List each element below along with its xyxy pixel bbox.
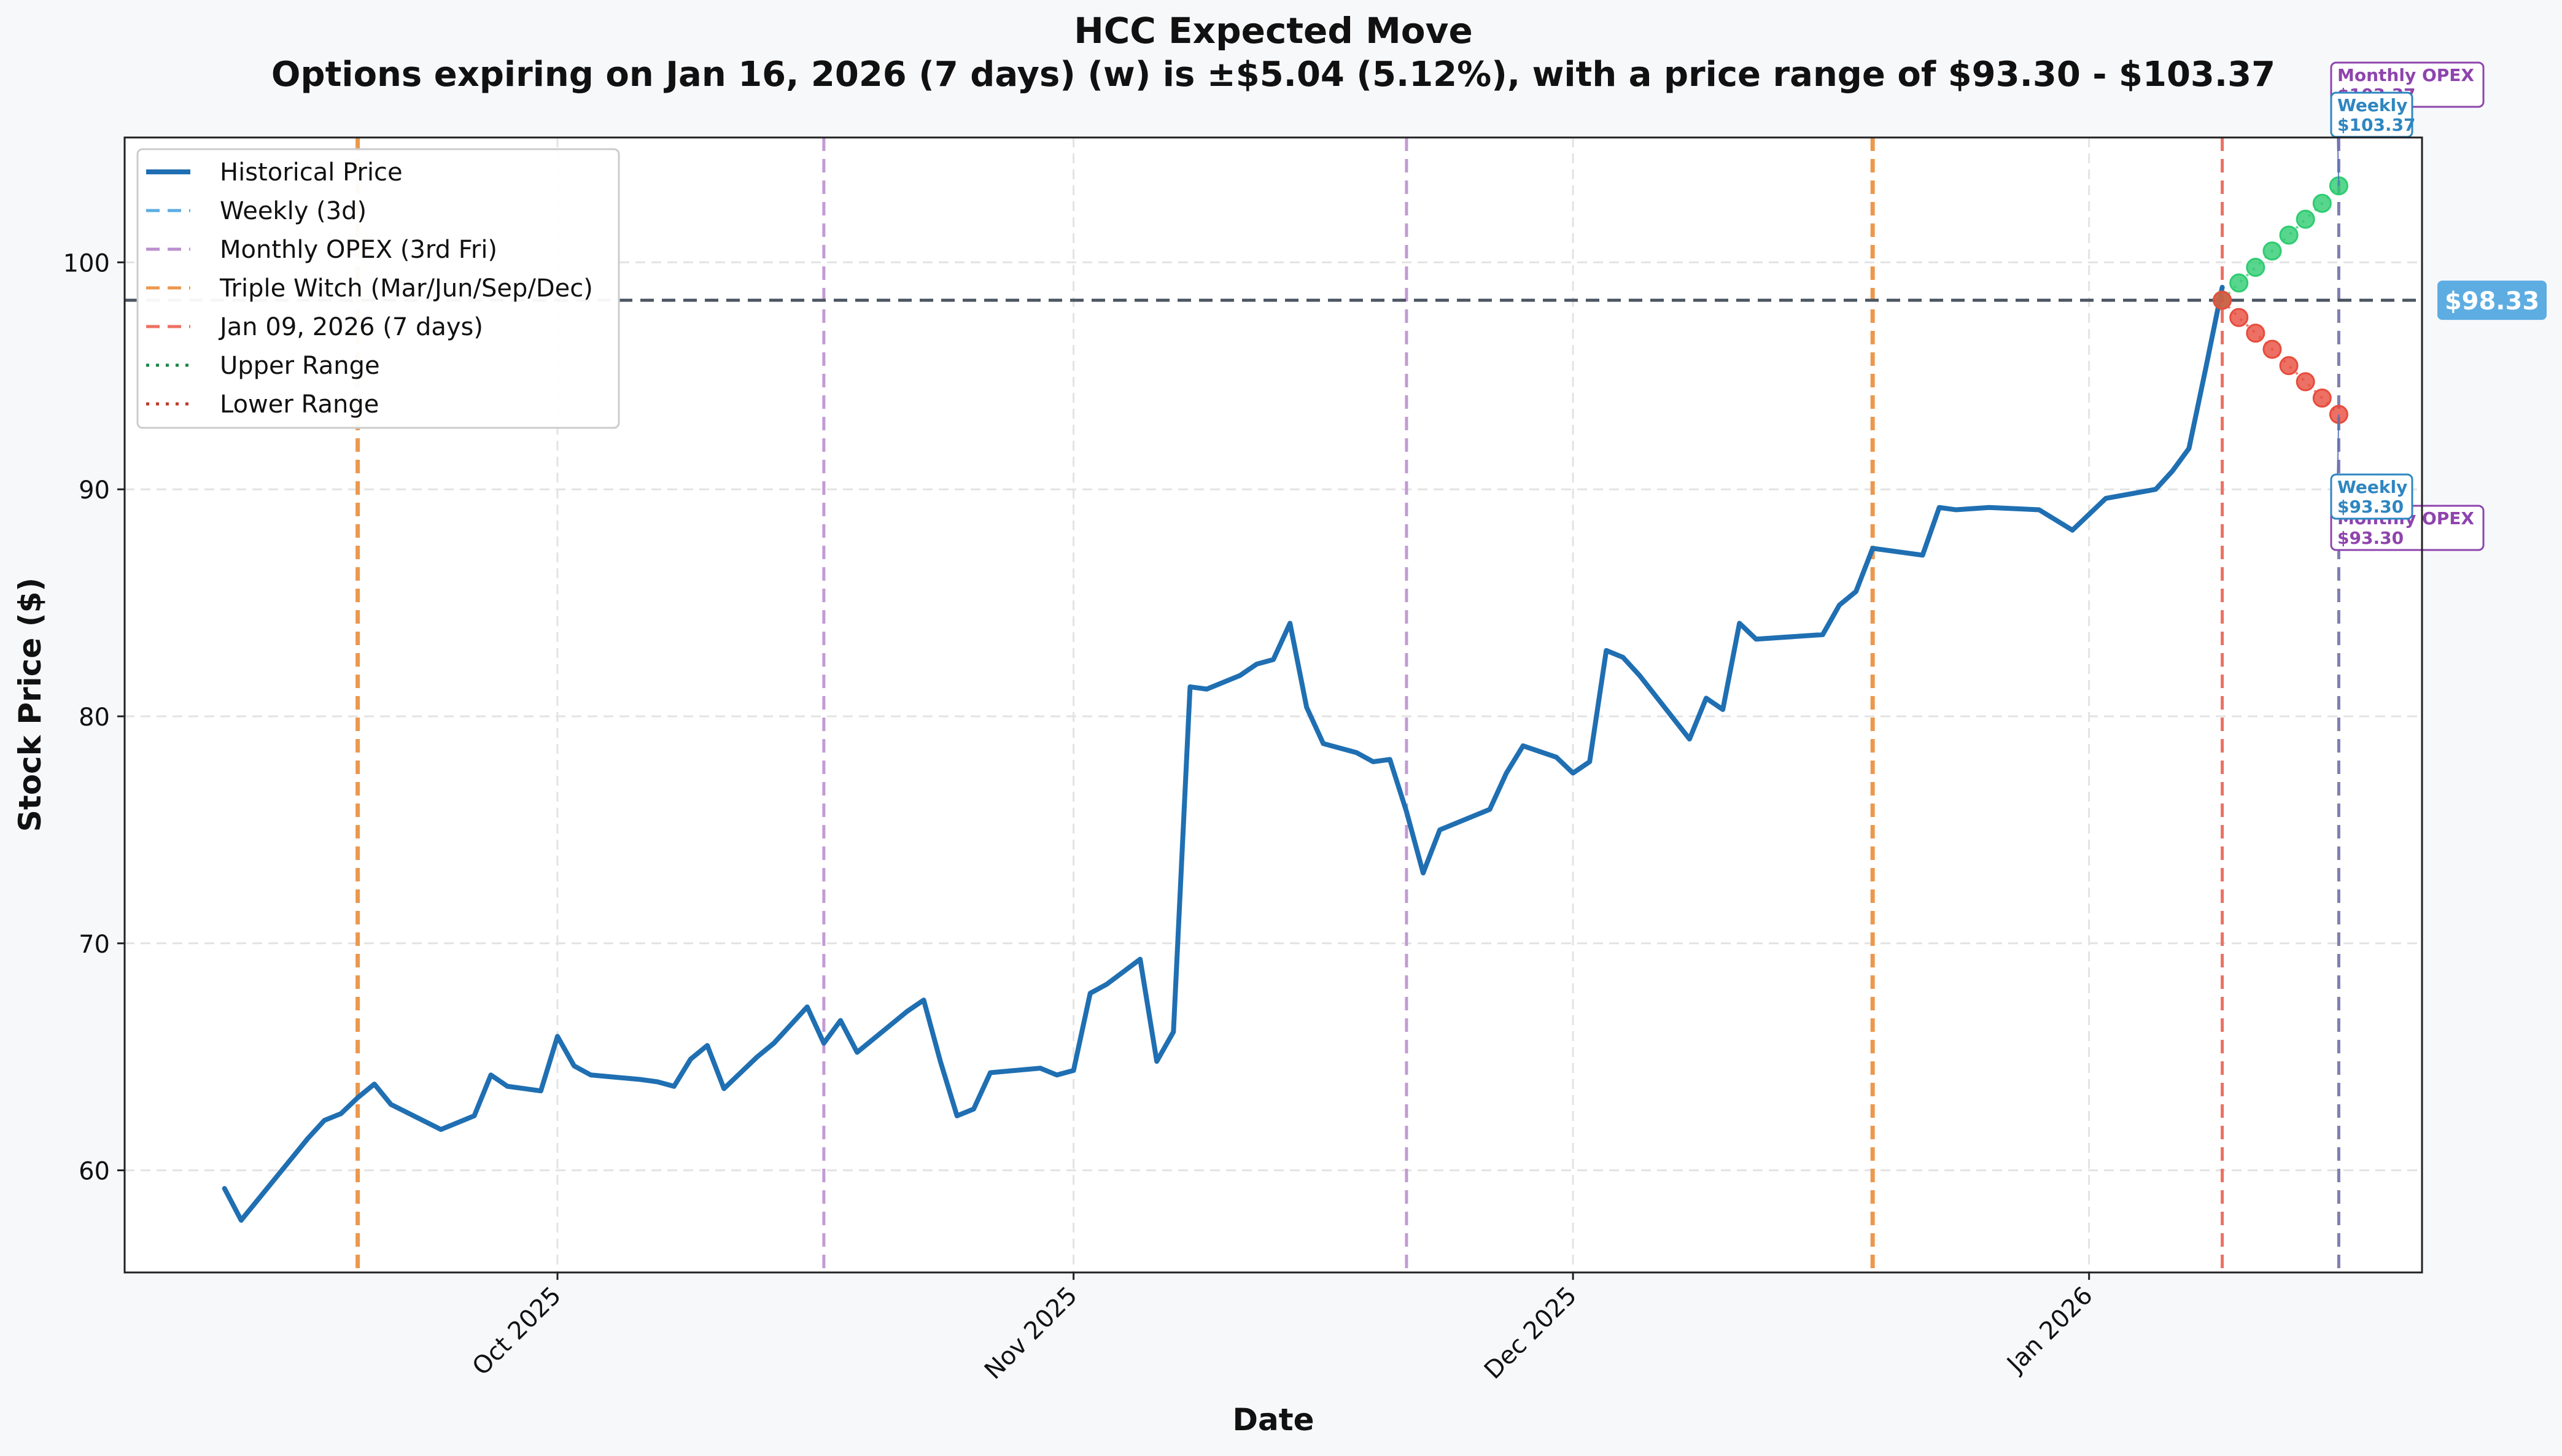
y-axis-label: Stock Price ($) — [12, 578, 48, 832]
lower-range-point — [2213, 290, 2232, 310]
lower-range-point — [2262, 339, 2282, 359]
y-tick-label: 90 — [79, 476, 110, 505]
upper-range-point — [2229, 273, 2249, 293]
legend-box — [136, 148, 620, 429]
legend-label: Weekly (3d) — [220, 197, 367, 225]
upper-range-point — [2262, 241, 2282, 261]
annotation-callout: Weekly$103.37 — [2330, 91, 2416, 138]
legend-label: Jan 09, 2026 (7 days) — [218, 313, 483, 341]
annotation-value: $93.30 — [2337, 528, 2404, 548]
x-axis-label: Date — [1232, 1402, 1314, 1438]
x-tick-label: Dec 2025 — [1479, 1282, 1582, 1385]
annotation-value: $103.37 — [2337, 115, 2416, 135]
y-tick-label: 100 — [63, 249, 110, 277]
lower-range-point — [2296, 372, 2315, 392]
annotation-title: Monthly OPEX — [2337, 65, 2474, 85]
legend-label: Triple Witch (Mar/Jun/Sep/Dec) — [219, 274, 593, 303]
annotation-value: $93.30 — [2337, 497, 2404, 517]
annotation-callout: Weekly$93.30 — [2330, 473, 2413, 520]
chart-title: HCC Expected Move — [1074, 10, 1473, 52]
upper-range-point — [2246, 258, 2265, 277]
legend-label: Lower Range — [220, 390, 379, 419]
plot-frame — [123, 136, 2423, 1274]
annotation-title: Weekly — [2337, 95, 2407, 115]
legend-label: Historical Price — [220, 158, 403, 187]
y-tick-label: 80 — [79, 703, 110, 732]
legend: Historical Price Weekly (3d) Monthly OPEX … — [136, 148, 620, 429]
plot-area: 60 70 80 90 100 Oct 2025 Nov 2025 Dec 2025 Jan 2… — [63, 61, 2547, 1385]
y-tick-label: 70 — [79, 931, 110, 959]
current-price-badge — [2437, 281, 2547, 320]
lower-range-point — [2312, 389, 2332, 408]
lower-range-point — [2279, 356, 2299, 376]
legend-label: Monthly OPEX (3rd Fri) — [220, 236, 497, 264]
annotation-box — [2330, 473, 2413, 520]
upper-range-point — [2279, 225, 2299, 245]
legend-label: Upper Range — [220, 352, 380, 380]
x-tick-label: Nov 2025 — [979, 1282, 1083, 1385]
historical-price-line — [222, 285, 2225, 1223]
lower-range-point — [2229, 308, 2249, 327]
annotation-title: Weekly — [2337, 477, 2407, 497]
x-tick-label: Jan 2026 — [2001, 1282, 2098, 1379]
y-tick-label: 60 — [79, 1158, 110, 1186]
x-tick-label: Oct 2025 — [467, 1282, 567, 1381]
annotation-connector — [2337, 136, 2340, 186]
upper-range-point — [2312, 193, 2332, 213]
annotation-connector — [2337, 414, 2340, 475]
lower-range-point — [2246, 323, 2265, 343]
upper-range-point — [2296, 209, 2315, 229]
current-price-label: $98.33 — [2445, 287, 2539, 316]
chart-subtitle: Options expiring on Jan 16, 2026 (7 days… — [271, 55, 2275, 95]
